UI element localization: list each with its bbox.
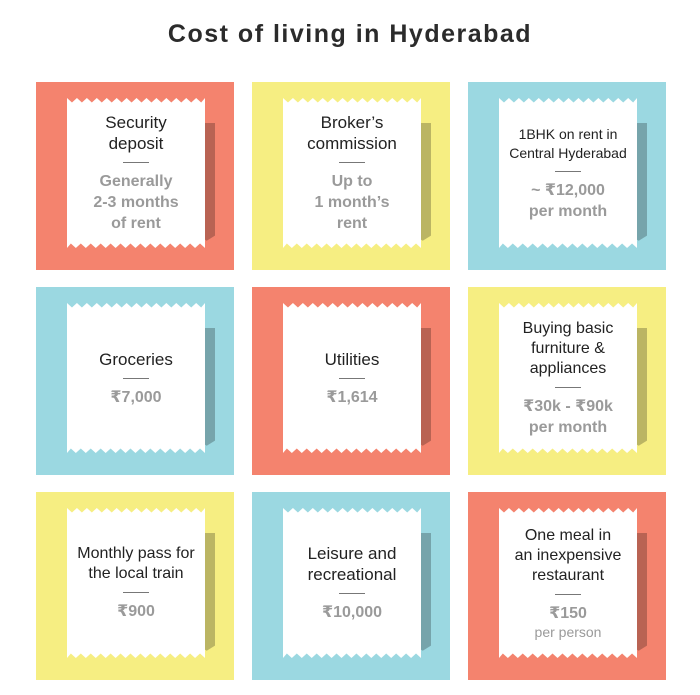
card-value: ₹10,000 bbox=[321, 604, 383, 621]
page-title: Cost of living in Hyderabad bbox=[167, 20, 533, 48]
card-label: One meal in an inexpensive restaurant bbox=[514, 527, 622, 584]
card-label: Buying basic furniture & appliances bbox=[522, 319, 614, 377]
divider bbox=[339, 377, 365, 379]
card-leisure-recreational: Leisure and recreational ₹10,000 bbox=[252, 492, 450, 680]
receipt: Broker’s commission Up to 1 month’s rent bbox=[283, 98, 421, 248]
card-value: ₹30k - ₹90k per month bbox=[523, 397, 613, 436]
card-furniture-appliances: Buying basic furniture & appliances ₹30k… bbox=[468, 287, 666, 475]
receipt: Security deposit Generally 2-3 months of… bbox=[67, 98, 205, 248]
card-label: 1BHK on rent in Central Hyderabad bbox=[509, 125, 627, 161]
receipt: Leisure and recreational ₹10,000 bbox=[283, 508, 421, 658]
divider bbox=[123, 162, 149, 163]
receipt: One meal in an inexpensive restaurant ₹1… bbox=[499, 508, 637, 658]
card-value: ₹7,000 bbox=[110, 388, 162, 406]
divider bbox=[123, 377, 149, 379]
card-value: ₹150 bbox=[549, 605, 587, 622]
card-value: Up to 1 month’s rent bbox=[314, 173, 390, 232]
card-groceries: Groceries ₹7,000 bbox=[36, 287, 234, 475]
card-utilities: Utilities ₹1,614 bbox=[252, 287, 450, 475]
card-label: Utilities bbox=[324, 349, 380, 369]
receipt: Monthly pass for the local train ₹900 bbox=[67, 508, 205, 658]
card-security-deposit: Security deposit Generally 2-3 months of… bbox=[36, 82, 234, 270]
card-label: Groceries bbox=[99, 349, 173, 369]
receipt: Buying basic furniture & appliances ₹30k… bbox=[499, 303, 637, 453]
card-label: Monthly pass for the local train bbox=[77, 545, 195, 582]
divider bbox=[555, 170, 581, 172]
divider bbox=[339, 593, 365, 594]
card-1bhk-rent: 1BHK on rent in Central Hyderabad ~ ₹12,… bbox=[468, 82, 666, 270]
card-label: Broker’s commission bbox=[307, 113, 397, 153]
card-value-note: per person bbox=[534, 624, 602, 640]
card-label: Security deposit bbox=[105, 113, 167, 153]
receipt: 1BHK on rent in Central Hyderabad ~ ₹12,… bbox=[499, 98, 637, 248]
card-value: ₹1,614 bbox=[326, 388, 378, 406]
card-value: Generally 2-3 months of rent bbox=[93, 173, 179, 232]
card-brokers-commission: Broker’s commission Up to 1 month’s rent bbox=[252, 82, 450, 270]
card-local-train-pass: Monthly pass for the local train ₹900 bbox=[36, 492, 234, 680]
divider bbox=[339, 162, 365, 163]
card-value: ~ ₹12,000 per month bbox=[528, 181, 608, 220]
divider bbox=[555, 594, 581, 595]
card-label: Leisure and recreational bbox=[307, 544, 397, 584]
divider bbox=[123, 592, 149, 593]
divider bbox=[555, 386, 581, 388]
card-restaurant-meal: One meal in an inexpensive restaurant ₹1… bbox=[468, 492, 666, 680]
card-value: ₹900 bbox=[117, 603, 155, 620]
receipt: Utilities ₹1,614 bbox=[283, 303, 421, 453]
receipt: Groceries ₹7,000 bbox=[67, 303, 205, 453]
